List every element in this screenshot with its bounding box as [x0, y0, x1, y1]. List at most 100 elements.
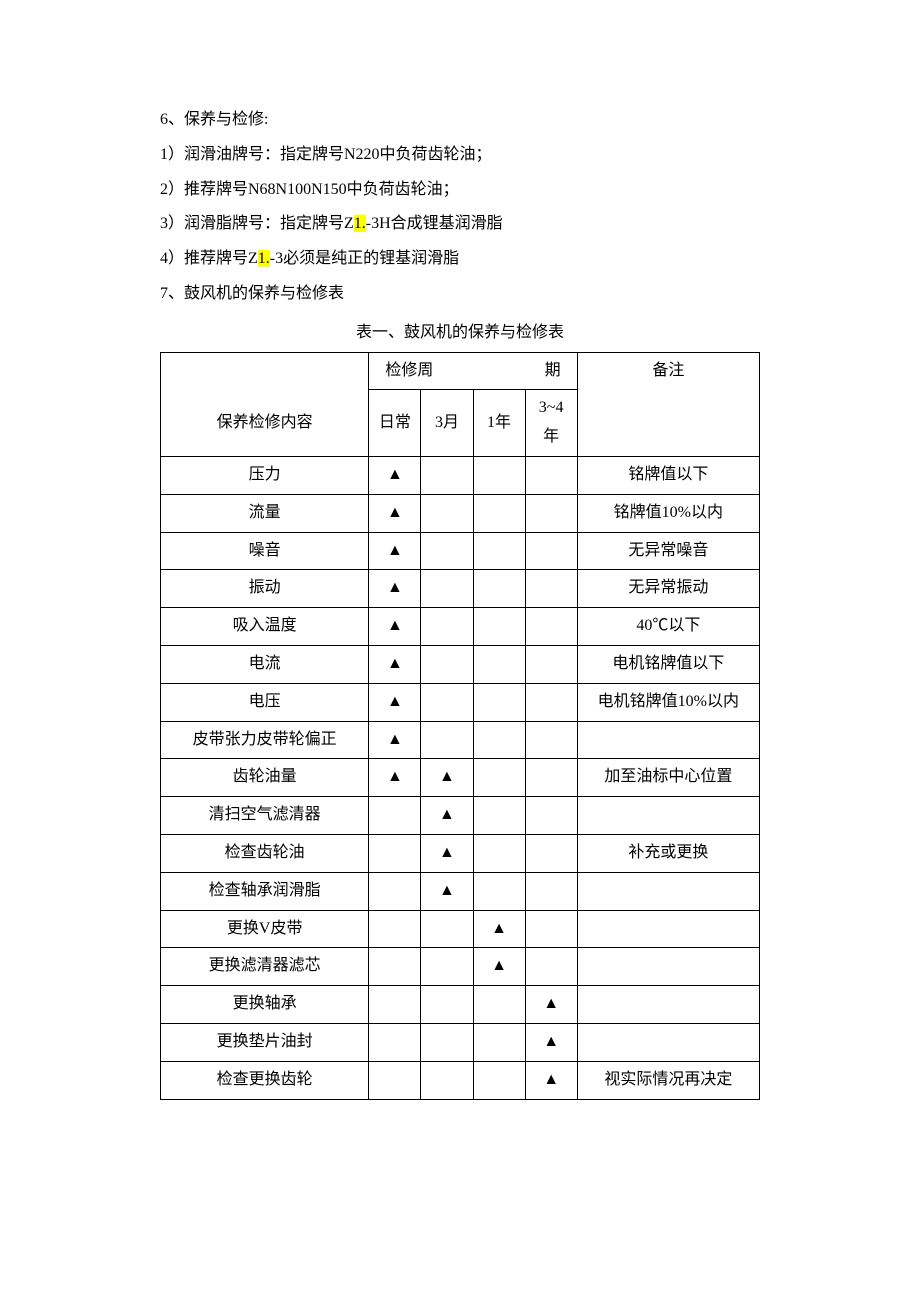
- row-name: 更换垫片油封: [161, 1023, 369, 1061]
- row-mark: ▲: [421, 797, 473, 835]
- row-mark: ▲: [369, 645, 421, 683]
- row-name: 电流: [161, 645, 369, 683]
- row-mark: [369, 986, 421, 1024]
- row-mark: [369, 797, 421, 835]
- header-col-daily: 日常: [369, 390, 421, 457]
- table-row: 振动▲无异常振动: [161, 570, 760, 608]
- header-remark: 备注: [577, 352, 759, 390]
- row-mark: ▲: [525, 1061, 577, 1099]
- header-content: 保养检修内容: [161, 390, 369, 457]
- row-remark: [577, 1023, 759, 1061]
- row-remark: [577, 721, 759, 759]
- row-name: 更换V皮带: [161, 910, 369, 948]
- table-row: 更换V皮带▲: [161, 910, 760, 948]
- row-name: 振动: [161, 570, 369, 608]
- row-mark: [525, 532, 577, 570]
- header-col-3-4year: 3~4年: [525, 390, 577, 457]
- row-mark: [525, 608, 577, 646]
- row-mark: [369, 910, 421, 948]
- table-row: 皮带张力皮带轮偏正▲: [161, 721, 760, 759]
- row-name: 噪音: [161, 532, 369, 570]
- row-remark: 无异常振动: [577, 570, 759, 608]
- row-name: 皮带张力皮带轮偏正: [161, 721, 369, 759]
- row-mark: [369, 1061, 421, 1099]
- row-remark: [577, 872, 759, 910]
- table-row: 压力▲ 铭牌值以下: [161, 456, 760, 494]
- row-name: 清扫空气滤清器: [161, 797, 369, 835]
- row-mark: ▲: [421, 872, 473, 910]
- row-remark: 无异常噪音: [577, 532, 759, 570]
- header-period: 检修周 期: [369, 352, 577, 390]
- paragraph-item-3: 3）润滑脂牌号：指定牌号Z1.-3H合成锂基润滑脂: [160, 210, 760, 239]
- row-mark: [473, 570, 525, 608]
- table-row: 噪音▲无异常噪音: [161, 532, 760, 570]
- row-mark: [473, 608, 525, 646]
- header-empty: [161, 352, 369, 390]
- row-mark: [421, 645, 473, 683]
- table-row: 检查齿轮油▲补充或更换: [161, 834, 760, 872]
- row-remark: [577, 986, 759, 1024]
- row-mark: [421, 1061, 473, 1099]
- row-mark: [421, 494, 473, 532]
- row-mark: ▲: [369, 608, 421, 646]
- table-row: 检查更换齿轮▲视实际情况再决定: [161, 1061, 760, 1099]
- row-mark: [473, 645, 525, 683]
- table-header-row-2: 保养检修内容 日常 3月 1年 3~4年: [161, 390, 760, 457]
- row-mark: [525, 910, 577, 948]
- row-name: 检查轴承润滑脂: [161, 872, 369, 910]
- row-mark: [473, 494, 525, 532]
- text-post: -3必须是纯正的锂基润滑脂: [270, 250, 459, 267]
- table-row: 流量▲铭牌值10%以内: [161, 494, 760, 532]
- table-row: 更换滤清器滤芯▲: [161, 948, 760, 986]
- row-mark: ▲: [525, 1023, 577, 1061]
- row-mark: ▲: [369, 456, 421, 494]
- row-mark: [473, 721, 525, 759]
- header-period-right: 期: [545, 357, 561, 386]
- row-mark: [421, 948, 473, 986]
- row-mark: [473, 759, 525, 797]
- row-remark: 40℃以下: [577, 608, 759, 646]
- row-mark: ▲: [369, 494, 421, 532]
- row-mark: [473, 834, 525, 872]
- header-period-left: 检修周: [385, 357, 433, 386]
- row-mark: [525, 645, 577, 683]
- row-name: 电压: [161, 683, 369, 721]
- row-mark: [369, 1023, 421, 1061]
- row-remark: 补充或更换: [577, 834, 759, 872]
- row-remark: 铭牌值以下: [577, 456, 759, 494]
- row-mark: [473, 797, 525, 835]
- table-row: 清扫空气滤清器 ▲: [161, 797, 760, 835]
- row-mark: ▲: [369, 721, 421, 759]
- table-body: 压力▲铭牌值以下流量▲铭牌值10%以内噪音▲无异常噪音振动▲无异常振动吸入温度▲…: [161, 456, 760, 1099]
- highlight-text: 1.: [354, 215, 366, 232]
- row-mark: [421, 570, 473, 608]
- row-mark: ▲: [525, 986, 577, 1024]
- row-mark: [525, 872, 577, 910]
- table-row: 电压▲电机铭牌值10%以内: [161, 683, 760, 721]
- row-mark: [369, 872, 421, 910]
- row-mark: [421, 1023, 473, 1061]
- table-row: 吸入温度▲40℃以下: [161, 608, 760, 646]
- row-mark: ▲: [369, 683, 421, 721]
- row-mark: [421, 608, 473, 646]
- paragraph-item-2: 2）推荐牌号N68N100N150中负荷齿轮油；: [160, 176, 760, 205]
- row-remark: 电机铭牌值以下: [577, 645, 759, 683]
- text-pre: 4）推荐牌号Z: [160, 250, 258, 267]
- row-mark: ▲: [421, 759, 473, 797]
- row-mark: [421, 532, 473, 570]
- header-col-1year: 1年: [473, 390, 525, 457]
- text-pre: 3）润滑脂牌号：指定牌号Z: [160, 215, 354, 232]
- row-remark: 铭牌值10%以内: [577, 494, 759, 532]
- row-name: 压力: [161, 456, 369, 494]
- row-name: 更换轴承: [161, 986, 369, 1024]
- table-caption: 表一、鼓风机的保养与检修表: [160, 319, 760, 348]
- row-mark: [369, 834, 421, 872]
- row-mark: [525, 721, 577, 759]
- paragraph-item-1: 1）润滑油牌号：指定牌号N220中负荷齿轮油；: [160, 141, 760, 170]
- row-mark: [473, 1061, 525, 1099]
- row-mark: [421, 683, 473, 721]
- row-mark: ▲: [473, 948, 525, 986]
- row-mark: [421, 910, 473, 948]
- row-remark: [577, 910, 759, 948]
- row-name: 齿轮油量: [161, 759, 369, 797]
